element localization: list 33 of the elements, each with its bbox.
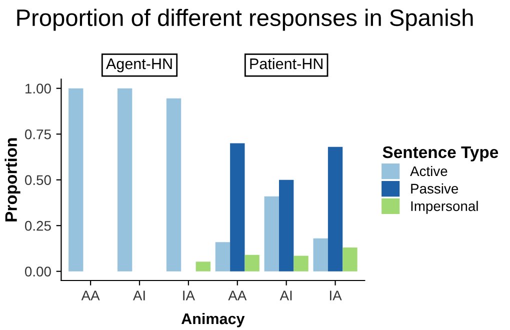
bar: [68, 88, 84, 272]
text: Patient-HN: [250, 58, 322, 70]
bar: [294, 256, 308, 272]
y-axis-title: Proportion: [4, 138, 20, 222]
bar: [342, 248, 358, 272]
x-tick-label: AI: [132, 290, 145, 300]
y-tick-label: 0.50: [24, 175, 51, 186]
bar: [117, 88, 132, 272]
bar: [264, 196, 279, 272]
bar: [328, 146, 343, 272]
bar: [215, 242, 230, 272]
y-tick-label: 0.25: [24, 220, 51, 231]
x-tick-label: IA: [183, 290, 195, 300]
x-tick-label: AI: [280, 290, 292, 300]
legend-title: Sentence Type: [382, 146, 498, 162]
bar: [279, 180, 294, 272]
bar: [230, 143, 245, 272]
bar: [244, 254, 260, 272]
x-tick-label: AA: [228, 290, 247, 300]
legend-label: Active: [410, 166, 448, 176]
bar: [313, 238, 328, 272]
x-axis-title: Animacy: [181, 312, 245, 328]
bar: [196, 262, 210, 272]
x-tick-label: IA: [330, 290, 342, 300]
y-tick-label: 0.00: [24, 266, 51, 277]
bar: [166, 98, 182, 272]
text: Agent-HN: [106, 58, 172, 72]
x-tick-label: AA: [81, 290, 100, 300]
legend-label: Impersonal: [411, 200, 478, 214]
chart-title: Proportion of different responses in Spanish: [17, 8, 473, 31]
legend-label: Passive: [411, 183, 458, 194]
y-tick-label: 0.75: [24, 129, 51, 140]
y-tick-label: 1.00: [26, 84, 51, 94]
